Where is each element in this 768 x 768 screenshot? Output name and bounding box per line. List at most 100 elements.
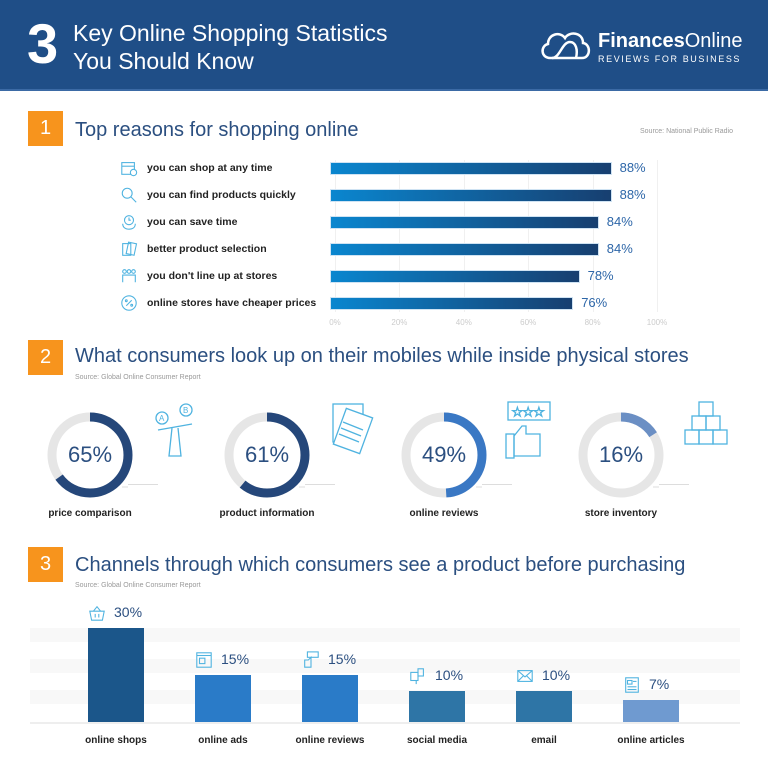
column-bar (195, 675, 251, 722)
time-saving-icon (120, 213, 138, 231)
column-label: online ads (198, 735, 248, 746)
column-bar (623, 700, 679, 722)
x-tick-label: 20% (391, 318, 408, 327)
bar-label: you can find products quickly (147, 189, 296, 201)
bar (330, 189, 612, 202)
section-2-badge: 2 (28, 340, 63, 375)
cloud-logo-icon (541, 32, 591, 60)
svg-text:A: A (159, 414, 165, 423)
column-label: online shops (85, 735, 147, 746)
bar-label: better product selection (147, 243, 267, 255)
bg-stripe (30, 659, 740, 673)
donut-arc (578, 412, 664, 498)
column-value-label: 15% (328, 651, 357, 668)
bar (330, 162, 612, 175)
calendar-clock-icon (120, 159, 138, 177)
header-number: 3 (27, 12, 59, 75)
gridline (592, 160, 594, 312)
section-3-badge: 3 (28, 547, 63, 582)
review-thumb-icon (302, 651, 320, 669)
bar-value-label: 84% (606, 241, 633, 256)
bg-stripe (30, 628, 740, 642)
bar (330, 243, 599, 256)
column-bar (409, 690, 465, 722)
donut-label: price comparison (48, 508, 132, 519)
web-ad-icon (195, 651, 213, 669)
column-label: social media (406, 735, 468, 746)
donut-label: product information (219, 508, 315, 519)
thumbs-up-rating-icon: ★★★ (504, 400, 554, 465)
header-banner: 3 Key Online Shopping Statistics You Sho… (0, 0, 768, 91)
donut-ring (40, 405, 140, 505)
article-icon (623, 676, 641, 694)
column-bar (302, 675, 358, 722)
section-3-title: Channels through which consumers see a p… (75, 554, 686, 576)
connector-line (305, 484, 335, 485)
column-bar (88, 628, 144, 722)
header-title-line1: Key Online Shopping Statistics (73, 20, 388, 46)
section-2-source: Source: Global Online Consumer Report (75, 374, 201, 381)
donut-label: online reviews (409, 508, 479, 519)
donut-value: 65% (67, 442, 113, 467)
logo-wordmark: FinancesOnline (598, 30, 743, 52)
column-bar (516, 690, 572, 722)
x-tick-label: 0% (329, 318, 341, 327)
product-cards-icon (120, 240, 138, 258)
section-3-source: Source: Global Online Consumer Report (75, 582, 201, 589)
bar-value-label: 78% (587, 268, 614, 283)
section-1-source: Source: National Public Radio (640, 128, 733, 135)
documents-icon (327, 400, 377, 465)
bar-label: online stores have cheaper prices (147, 297, 317, 309)
section-1-title: Top reasons for shopping online (75, 119, 359, 141)
donut-label: store inventory (584, 508, 658, 519)
x-tick-label: 60% (520, 318, 537, 327)
gridline (463, 160, 465, 312)
svg-text:B: B (183, 406, 188, 415)
header-title-line2: You Should Know (73, 48, 254, 74)
donut-value: 61% (244, 442, 290, 467)
donut-value: 49% (421, 442, 467, 467)
x-tick-label: 100% (646, 318, 668, 327)
envelope-icon (516, 667, 534, 685)
column-label: online reviews (295, 735, 365, 746)
social-media-icon (409, 667, 427, 685)
logo-tagline: REVIEWS FOR BUSINESS (598, 54, 742, 64)
baseline (30, 722, 740, 724)
magnifier-icon (120, 186, 138, 204)
column-value-label: 15% (221, 651, 250, 668)
svg-text:★★★: ★★★ (512, 405, 544, 419)
shopping-basket-icon (88, 604, 106, 622)
column-value-label: 10% (542, 666, 571, 683)
x-tick-label: 80% (584, 318, 601, 327)
boxes-stack-icon (681, 400, 731, 465)
donut-ring (217, 405, 317, 505)
bar-value-label: 76% (581, 295, 608, 310)
discount-badge-icon (120, 294, 138, 312)
donut-ring (571, 405, 671, 505)
section-2-title: What consumers look up on their mobiles … (75, 345, 689, 367)
donut-arc (224, 412, 310, 498)
gridline (657, 160, 658, 312)
bar-label: you can shop at any time (147, 162, 273, 174)
bar (330, 270, 580, 283)
column-label: online articles (617, 735, 685, 746)
gridline (335, 160, 336, 312)
gridline (528, 160, 530, 312)
donut-arc (47, 412, 133, 498)
column-label: email (531, 735, 557, 746)
bar (330, 297, 574, 310)
column-value-label: 10% (435, 666, 464, 683)
donut-value: 16% (598, 442, 644, 467)
column-value-label: 30% (114, 604, 143, 621)
donut-ring (394, 405, 494, 505)
bar-label: you don't line up at stores (147, 270, 278, 282)
bar-value-label: 84% (606, 214, 633, 229)
connector-line (659, 484, 689, 485)
bar-value-label: 88% (619, 160, 646, 175)
x-tick-label: 40% (455, 318, 472, 327)
bar-label: you can save time (147, 216, 238, 228)
bar (330, 216, 599, 229)
donut-arc (401, 412, 487, 498)
column-value-label: 7% (649, 676, 670, 693)
bar-value-label: 88% (619, 187, 646, 202)
